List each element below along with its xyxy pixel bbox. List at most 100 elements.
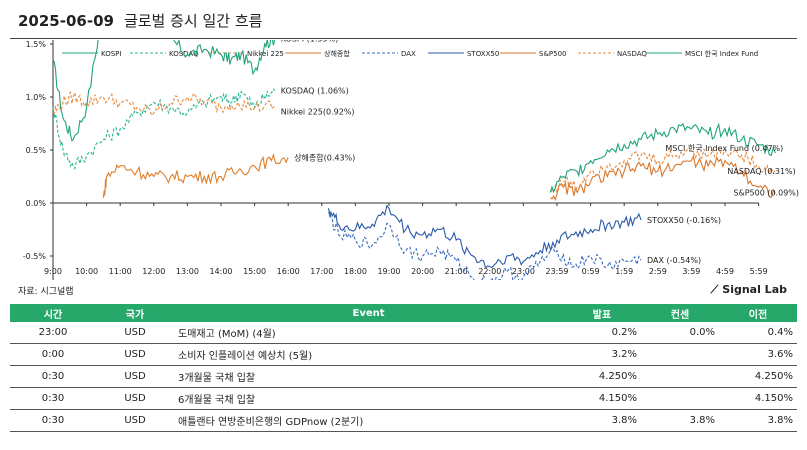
title-divider	[10, 38, 797, 39]
table-row: 0:00 USD 소비자 인플레이션 예상치 (5월) 3.2% 3.6%	[10, 343, 797, 366]
cell-previous: 0.4%	[719, 322, 797, 344]
x-tick-label: 14:00	[209, 267, 232, 276]
cell-actual: 4.150%	[563, 387, 641, 410]
col-header-country: 국가	[96, 304, 174, 322]
x-tick-label: 19:00	[377, 267, 400, 276]
col-header-time: 시간	[10, 304, 96, 322]
col-header-consensus: 컨센	[641, 304, 719, 322]
x-tick-label: 10:00	[75, 267, 98, 276]
x-tick-label: 5:59	[750, 267, 768, 276]
series-line-shanghai	[102, 153, 289, 198]
cell-country: USD	[96, 365, 174, 388]
series-line-s-p500	[549, 154, 776, 202]
legend-label-msci-korea: MSCI 한국 Index Fund	[685, 50, 758, 58]
x-tick-label: 11:00	[109, 267, 132, 276]
brand-mark: ⟋ Signal Lab	[711, 283, 787, 297]
x-tick-label: 23:59	[545, 267, 568, 276]
series-line-nikkei-225	[52, 90, 276, 117]
series-end-labels: KOSPI (1.55%) KOSDAQ (1.06%) Nikkei 225(0.…	[281, 40, 799, 265]
cell-country: USD	[96, 409, 174, 432]
x-tick-label: 2:59	[649, 267, 667, 276]
series-line-nasdaq	[549, 146, 776, 195]
x-tick-label: 0:59	[582, 267, 600, 276]
legend-label-nikkei-225: Nikkei 225	[247, 50, 284, 58]
x-tick-label: 23:00	[512, 267, 535, 276]
index-line-chart: KOSPI KOSDAQ Nikkei 225 상해종합 DAX STOXX50 S&P50…	[23, 40, 799, 280]
cell-consensus: 3.8%	[641, 409, 719, 432]
series-line-kosdaq	[52, 88, 276, 170]
cell-consensus	[641, 387, 719, 410]
end-label-msci-korea: MSCI 한국 Index Fund (0.47%)	[665, 144, 783, 153]
series-line-kospi	[52, 40, 276, 142]
end-label-nasdaq: NASDAQ (0.31%)	[727, 167, 795, 176]
legend-label-nasdaq: NASDAQ	[617, 50, 647, 58]
cell-actual: 3.2%	[563, 343, 641, 366]
x-tick-label: 21:00	[445, 267, 468, 276]
cell-actual: 4.250%	[563, 365, 641, 388]
series-line-msci-korea	[549, 122, 776, 194]
cell-country: USD	[96, 343, 174, 366]
x-tick-label: 18:00	[344, 267, 367, 276]
col-header-previous: 이전	[719, 304, 797, 322]
series-line-dax	[328, 210, 642, 280]
source-note: 자료: 시그널랩	[18, 287, 74, 297]
cell-event: 도매재고 (MoM) (4월)	[174, 322, 563, 344]
table-row: 23:00 USD 도매재고 (MoM) (4월) 0.2% 0.0% 0.4%	[10, 322, 797, 344]
cell-previous: 3.6%	[719, 343, 797, 366]
cell-time: 0:00	[10, 343, 96, 366]
report-date: 2025-06-09	[18, 12, 114, 30]
end-label-kosdaq: KOSDAQ (1.06%)	[281, 87, 349, 96]
cell-previous: 4.150%	[719, 387, 797, 410]
table-row: 0:30 USD 애틀랜타 연방준비은행의 GDPnow (2분기) 3.8% …	[10, 409, 797, 432]
x-tick-label: 9:00	[44, 267, 62, 276]
cell-country: USD	[96, 387, 174, 410]
cell-time: 23:00	[10, 322, 96, 344]
x-tick-label: 16:00	[277, 267, 300, 276]
legend-label-kospi: KOSPI	[101, 50, 121, 58]
cell-time: 0:30	[10, 409, 96, 432]
col-header-event: Event	[174, 304, 563, 322]
x-tick-label: 4:59	[716, 267, 734, 276]
end-label-shanghai: 상해종합(0.43%)	[294, 152, 355, 162]
x-tick-label: 13:00	[176, 267, 199, 276]
cell-time: 0:30	[10, 387, 96, 410]
x-tick-label: 17:00	[310, 267, 333, 276]
legend-label-dax: DAX	[401, 50, 416, 58]
y-tick-label: 1.0%	[26, 93, 47, 102]
page-title: 2025-06-09 글로벌 증시 일간 흐름	[18, 10, 262, 31]
legend-label-shanghai: 상해종합	[324, 49, 350, 58]
legend-label-stoxx50: STOXX50	[467, 50, 499, 58]
cell-actual: 3.8%	[563, 409, 641, 432]
pulse-icon: ⟋	[710, 283, 719, 296]
y-axis: 2.5%2.0%1.5%1.0%0.5%0.0%-0.5%-1.0%	[23, 40, 54, 280]
chart-legend: KOSPI KOSDAQ Nikkei 225 상해종합 DAX STOXX50 S&P50…	[62, 49, 758, 58]
cell-event: 애틀랜타 연방준비은행의 GDPnow (2분기)	[174, 409, 563, 432]
y-tick-label: 1.5%	[26, 40, 47, 49]
end-label-kospi: KOSPI (1.55%)	[281, 40, 339, 44]
brand-name: Signal Lab	[722, 283, 787, 296]
economic-calendar-table: 시간 국가 Event 발표 컨센 이전 23:00 USD 도매재고 (MoM…	[10, 304, 797, 432]
cell-previous: 3.8%	[719, 409, 797, 432]
cell-consensus	[641, 365, 719, 388]
col-header-actual: 발표	[563, 304, 641, 322]
y-tick-label: 0.0%	[26, 199, 47, 208]
report-title: 글로벌 증시 일간 흐름	[123, 12, 263, 30]
cell-consensus	[641, 343, 719, 366]
cell-event: 소비자 인플레이션 예상치 (5월)	[174, 343, 563, 366]
cell-consensus: 0.0%	[641, 322, 719, 344]
cell-actual: 0.2%	[563, 322, 641, 344]
series-line-stoxx50	[327, 204, 642, 269]
series-lines	[52, 40, 776, 280]
x-tick-label: 1:59	[615, 267, 633, 276]
x-tick-label: 20:00	[411, 267, 434, 276]
x-tick-label: 3:59	[682, 267, 700, 276]
table-row: 0:30 USD 6개월물 국채 입찰 4.150% 4.150%	[10, 387, 797, 410]
y-tick-label: -0.5%	[23, 252, 47, 261]
x-tick-label: 22:00	[478, 267, 501, 276]
y-tick-label: 0.5%	[26, 146, 47, 155]
x-tick-label: 12:00	[142, 267, 165, 276]
end-label-stoxx50: STOXX50 (-0.16%)	[647, 216, 721, 225]
x-tick-label: 15:00	[243, 267, 266, 276]
cell-event: 6개월물 국채 입찰	[174, 387, 563, 410]
end-label-nikkei-225: Nikkei 225(0.92%)	[281, 107, 355, 116]
